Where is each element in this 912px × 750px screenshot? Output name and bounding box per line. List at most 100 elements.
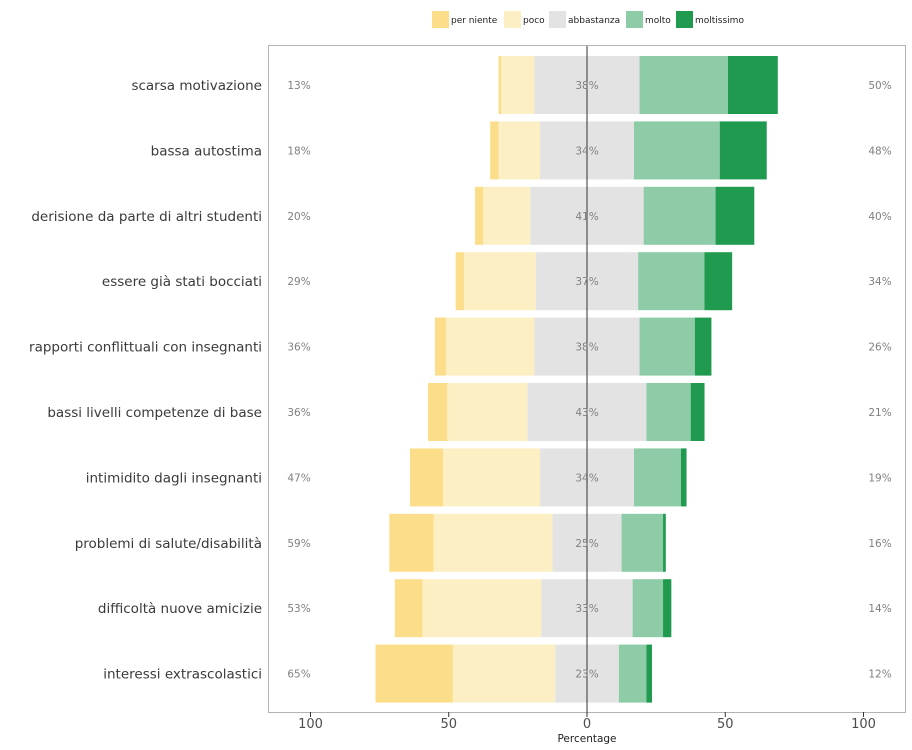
x-tick-label: 0 [583, 717, 591, 732]
bar-essere-gia-stati-bocciati-moltissimo [704, 252, 733, 311]
right-percent-label: 40% [868, 211, 891, 223]
x-tick-label: 100 [298, 717, 323, 732]
x-tick-label: 50 [440, 717, 457, 732]
center-percent-label: 33% [575, 603, 598, 615]
right-percent-label: 16% [868, 538, 891, 550]
right-percent-label: 19% [868, 472, 891, 484]
center-percent-label: 41% [575, 211, 598, 223]
bar-intimidito-dagli-insegnanti-per-niente [410, 448, 444, 507]
bars [375, 56, 778, 703]
bar-interessi-extrascolastici-moltissimo [646, 644, 652, 703]
right-percent-label: 48% [868, 145, 891, 157]
bar-difficolta-nuove-amicizie-poco [422, 579, 542, 638]
bar-bassa-autostima-per-niente [490, 121, 499, 180]
bar-interessi-extrascolastici-molto [618, 644, 647, 703]
bar-problemi-di-salute-disabilita-molto [621, 513, 664, 572]
x-axis: 100 50 0 50 100 [298, 712, 876, 732]
bar-bassa-autostima-poco [498, 121, 540, 180]
center-percent-label: 37% [575, 276, 598, 288]
left-percent-label: 65% [287, 669, 310, 681]
left-percent-label: 29% [287, 276, 310, 288]
bar-problemi-di-salute-disabilita-per-niente [389, 513, 434, 572]
left-percent-label: 47% [287, 472, 310, 484]
category-label: problemi di salute/disabilità [75, 536, 262, 552]
bar-intimidito-dagli-insegnanti-poco [443, 448, 540, 507]
right-percent-label: 34% [868, 276, 891, 288]
x-tick-label: 100 [851, 717, 876, 732]
bar-scarsa-motivazione-moltissimo [728, 56, 778, 114]
legend-swatch-per-niente [432, 11, 449, 28]
bar-rapporti-conflittuali-con-insegnanti-per-niente [434, 317, 446, 376]
legend-swatch-abbastanza [549, 11, 566, 28]
legend-swatch-molto [626, 11, 643, 28]
left-percent-label: 59% [287, 538, 310, 550]
bar-essere-gia-stati-bocciati-poco [463, 252, 536, 311]
bar-interessi-extrascolastici-poco [452, 644, 556, 703]
legend-label-per-niente: per niente [451, 16, 498, 26]
bar-rapporti-conflittuali-con-insegnanti-moltissimo [694, 317, 712, 376]
category-label: difficoltà nuove amicizie [98, 601, 262, 617]
left-percent-label: 36% [287, 342, 310, 354]
category-label: intimidito dagli insegnanti [86, 470, 262, 486]
bar-problemi-di-salute-disabilita-poco [433, 513, 553, 572]
category-label: bassa autostima [151, 143, 262, 159]
right-percent-label: 12% [868, 669, 891, 681]
bar-scarsa-motivazione-poco [501, 56, 535, 114]
category-label: derisione da parte di altri studenti [31, 209, 262, 225]
left-percent-label: 18% [287, 145, 310, 157]
bar-bassi-livelli-competenze-di-base-poco [447, 383, 528, 441]
bar-rapporti-conflittuali-con-insegnanti-molto [639, 317, 695, 376]
x-axis-title: Percentage [557, 733, 616, 745]
category-label: bassi livelli competenze di base [47, 405, 262, 421]
bar-essere-gia-stati-bocciati-molto [638, 252, 705, 311]
bar-bassi-livelli-competenze-di-base-per-niente [428, 383, 448, 441]
bar-scarsa-motivazione-per-niente [498, 56, 502, 114]
category-label: essere già stati bocciati [102, 274, 262, 290]
category-label: interessi extrascolastici [103, 667, 262, 683]
bar-bassa-autostima-molto [634, 121, 720, 180]
bar-difficolta-nuove-amicizie-moltissimo [663, 579, 672, 638]
legend-swatch-poco [504, 11, 521, 28]
center-percent-label: 34% [575, 472, 598, 484]
right-percent-label: 26% [868, 342, 891, 354]
left-percent-label: 13% [287, 80, 310, 92]
bar-difficolta-nuove-amicizie-per-niente [394, 579, 423, 638]
bar-derisione-da-parte-di-altri-studenti-per-niente [475, 186, 484, 245]
bar-bassi-livelli-competenze-di-base-moltissimo [690, 383, 705, 441]
right-percent-label: 21% [868, 407, 891, 419]
legend-label-poco: poco [523, 16, 545, 26]
center-percent-label: 34% [575, 145, 598, 157]
bar-derisione-da-parte-di-altri-studenti-molto [643, 186, 716, 245]
legend-label-molto: molto [645, 16, 671, 26]
legend-label-moltissimo: moltissimo [695, 16, 744, 26]
bar-derisione-da-parte-di-altri-studenti-moltissimo [715, 186, 755, 245]
percent-labels: 13% 38% 50% 18% 34% 48% 20% 41% 40% 29% 37% 34% 36% 3… [287, 80, 891, 681]
bar-essere-gia-stati-bocciati-per-niente [455, 252, 464, 311]
left-percent-label: 36% [287, 407, 310, 419]
left-percent-label: 20% [287, 211, 310, 223]
bar-rapporti-conflittuali-con-insegnanti-poco [445, 317, 535, 376]
category-label: rapporti conflittuali con insegnanti [29, 340, 262, 356]
center-percent-label: 43% [575, 407, 598, 419]
right-percent-label: 14% [868, 603, 891, 615]
bar-scarsa-motivazione-molto [639, 56, 729, 114]
center-percent-label: 38% [575, 80, 598, 92]
category-labels: scarsa motivazione bassa autostima derisio… [29, 78, 262, 683]
bar-problemi-di-salute-disabilita-moltissimo [663, 513, 666, 572]
bar-difficolta-nuove-amicizie-molto [632, 579, 664, 638]
x-tick-label: 50 [717, 717, 734, 732]
bar-interessi-extrascolastici-per-niente [375, 644, 453, 703]
center-percent-label: 23% [575, 669, 598, 681]
bar-intimidito-dagli-insegnanti-molto [634, 448, 681, 507]
bar-bassa-autostima-moltissimo [719, 121, 767, 180]
bar-bassi-livelli-competenze-di-base-molto [646, 383, 691, 441]
legend-label-abbastanza: abbastanza [568, 16, 620, 26]
right-percent-label: 50% [868, 80, 891, 92]
legend-swatch-moltissimo [676, 11, 693, 28]
bar-intimidito-dagli-insegnanti-moltissimo [681, 448, 687, 507]
bar-derisione-da-parte-di-altri-studenti-poco [483, 186, 531, 245]
category-label: scarsa motivazione [131, 78, 262, 94]
center-percent-label: 38% [575, 342, 598, 354]
center-percent-label: 25% [575, 538, 598, 550]
legend: per niente poco abbastanza molto moltissimo [432, 11, 744, 28]
